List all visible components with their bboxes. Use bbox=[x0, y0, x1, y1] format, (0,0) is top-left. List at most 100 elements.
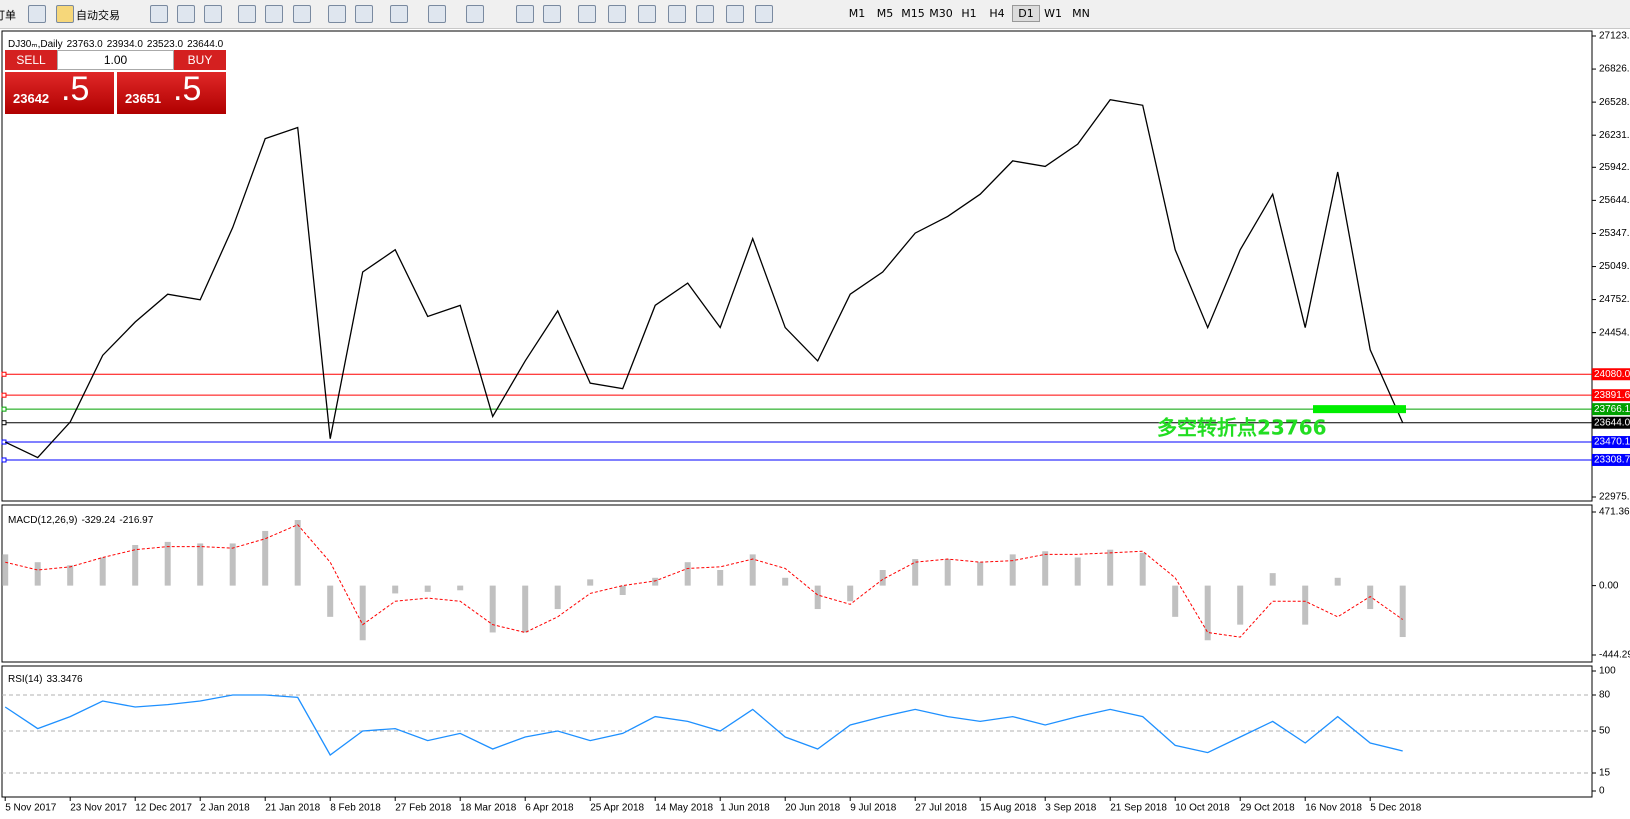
x-tick-label: 15 Aug 2018 bbox=[980, 803, 1037, 814]
indicator-value: -216.97 bbox=[119, 515, 153, 526]
icon[interactable] bbox=[578, 5, 596, 23]
timeframe[interactable]: M30 bbox=[929, 7, 953, 20]
panel-title: MACD(12,26,9) -329.24 -216.97 bbox=[8, 515, 154, 526]
indicator-name: MACD(12,26,9) bbox=[8, 515, 77, 526]
icon[interactable] bbox=[150, 5, 168, 23]
macd-bar bbox=[1269, 573, 1276, 586]
x-tick-label: 6 Apr 2018 bbox=[525, 803, 574, 814]
icon[interactable] bbox=[293, 5, 311, 23]
sell-button[interactable]: SELL bbox=[5, 50, 57, 70]
level-label: 23891.6 bbox=[1594, 390, 1630, 401]
y-tick-label: -444.29 bbox=[1599, 650, 1630, 661]
level-handle bbox=[1, 457, 7, 463]
timeframe[interactable]: H4 bbox=[989, 7, 1005, 20]
buy-price[interactable]: 23651 .5 bbox=[117, 70, 226, 114]
x-tick-label: 21 Sep 2018 bbox=[1110, 803, 1167, 814]
y-tick-label: 26826.0 bbox=[1599, 64, 1630, 75]
level-label-bg bbox=[1592, 389, 1630, 402]
timeframe[interactable]: M5 bbox=[876, 7, 894, 20]
macd-bar bbox=[944, 559, 951, 586]
icon[interactable] bbox=[543, 5, 561, 23]
x-tick-label: 2 Jan 2018 bbox=[200, 803, 250, 814]
icon[interactable] bbox=[726, 5, 744, 23]
highlight-bar bbox=[1313, 405, 1406, 414]
x-tick-label: 10 Oct 2018 bbox=[1175, 803, 1230, 814]
x-tick-label: 5 Dec 2018 bbox=[1370, 803, 1422, 814]
icon[interactable] bbox=[696, 5, 714, 23]
macd-bar bbox=[262, 530, 269, 586]
auto-trade-button[interactable]: 自动交易 bbox=[76, 9, 120, 22]
icon[interactable] bbox=[428, 5, 446, 23]
icon[interactable] bbox=[328, 5, 346, 23]
timeframe[interactable]: M15 bbox=[901, 7, 925, 20]
buy-button[interactable]: BUY bbox=[174, 50, 226, 70]
icon[interactable] bbox=[755, 5, 773, 23]
sell-price[interactable]: 23642 .5 bbox=[5, 70, 114, 114]
icon[interactable] bbox=[204, 5, 222, 23]
y-tick-label: 27123.5 bbox=[1599, 31, 1630, 42]
macd-bar bbox=[554, 585, 561, 610]
y-tick-label: 24454.5 bbox=[1599, 327, 1630, 338]
x-tick-label: 5 Nov 2017 bbox=[5, 803, 57, 814]
level-label: 23644.0 bbox=[1594, 417, 1630, 428]
macd-bar bbox=[99, 557, 106, 586]
macd-bar bbox=[684, 562, 691, 586]
icon[interactable] bbox=[265, 5, 283, 23]
macd-bar bbox=[294, 520, 301, 586]
level-label: 23766.1 bbox=[1594, 404, 1630, 415]
y-tick-label: 24752.0 bbox=[1599, 294, 1630, 305]
level-handle bbox=[1, 371, 7, 377]
panel-title: DJ30ₘ,Daily 23763.0 23934.0 23523.0 23644.0 bbox=[8, 39, 224, 50]
icon[interactable] bbox=[638, 5, 656, 23]
y-tick-label: 80 bbox=[1599, 690, 1611, 701]
volume-input[interactable]: 1.00 bbox=[57, 50, 174, 70]
x-tick-label: 12 Dec 2017 bbox=[135, 803, 192, 814]
x-tick-label: 21 Jan 2018 bbox=[265, 803, 320, 814]
x-tick-label: 3 Sep 2018 bbox=[1045, 803, 1097, 814]
trade-panel: SELL 1.00 BUY 23642 .5 23651 .5 bbox=[5, 50, 226, 116]
icon[interactable] bbox=[355, 5, 373, 23]
plot-layer: 27123.5 26826.0 26528.5 26231.0 25942.0 25644… bbox=[1, 31, 1630, 814]
icon[interactable] bbox=[668, 5, 686, 23]
icon[interactable] bbox=[238, 5, 256, 23]
macd-bar bbox=[782, 577, 789, 586]
y-tick-label: 25347.0 bbox=[1599, 228, 1630, 239]
signal-line bbox=[5, 524, 1403, 638]
icon[interactable] bbox=[56, 5, 74, 23]
y-tick-label: 50 bbox=[1599, 726, 1611, 737]
icon[interactable] bbox=[608, 5, 626, 23]
timeframe[interactable]: W1 bbox=[1044, 7, 1062, 20]
level-label-bg bbox=[1592, 453, 1630, 466]
order-button[interactable]: 订单 bbox=[0, 9, 16, 22]
timeframe-active[interactable]: D1 bbox=[1012, 5, 1040, 22]
level-label: 24080.0 bbox=[1594, 369, 1630, 380]
x-tick-label: 27 Feb 2018 bbox=[395, 803, 452, 814]
sell-price-main: 23642 bbox=[13, 91, 50, 106]
macd-bar bbox=[489, 585, 496, 633]
macd-bar bbox=[522, 585, 529, 633]
icon[interactable] bbox=[390, 5, 408, 23]
icon[interactable] bbox=[28, 5, 46, 23]
ohlc-value: 23523.0 bbox=[147, 39, 184, 50]
y-tick-label: 25049.0 bbox=[1599, 261, 1630, 272]
level-handle bbox=[1, 420, 7, 426]
y-tick-label: 100 bbox=[1599, 666, 1616, 677]
x-tick-label: 27 Jul 2018 bbox=[915, 803, 967, 814]
icon[interactable] bbox=[466, 5, 484, 23]
x-tick-label: 29 Oct 2018 bbox=[1240, 803, 1295, 814]
macd-bar bbox=[197, 543, 204, 586]
macd-bar bbox=[1107, 549, 1114, 586]
x-tick-label: 18 Mar 2018 bbox=[460, 803, 517, 814]
timeframe[interactable]: M1 bbox=[848, 7, 866, 20]
macd-bar bbox=[879, 569, 886, 586]
price-panel bbox=[1, 30, 1593, 502]
icon[interactable] bbox=[516, 5, 534, 23]
ohlc-value: 23934.0 bbox=[107, 39, 144, 50]
macd-bar bbox=[1172, 585, 1179, 617]
icon[interactable] bbox=[177, 5, 195, 23]
timeframe[interactable]: H1 bbox=[961, 7, 977, 20]
timeframe[interactable]: MN bbox=[1072, 7, 1090, 20]
y-tick-label: 25644.5 bbox=[1599, 195, 1630, 206]
